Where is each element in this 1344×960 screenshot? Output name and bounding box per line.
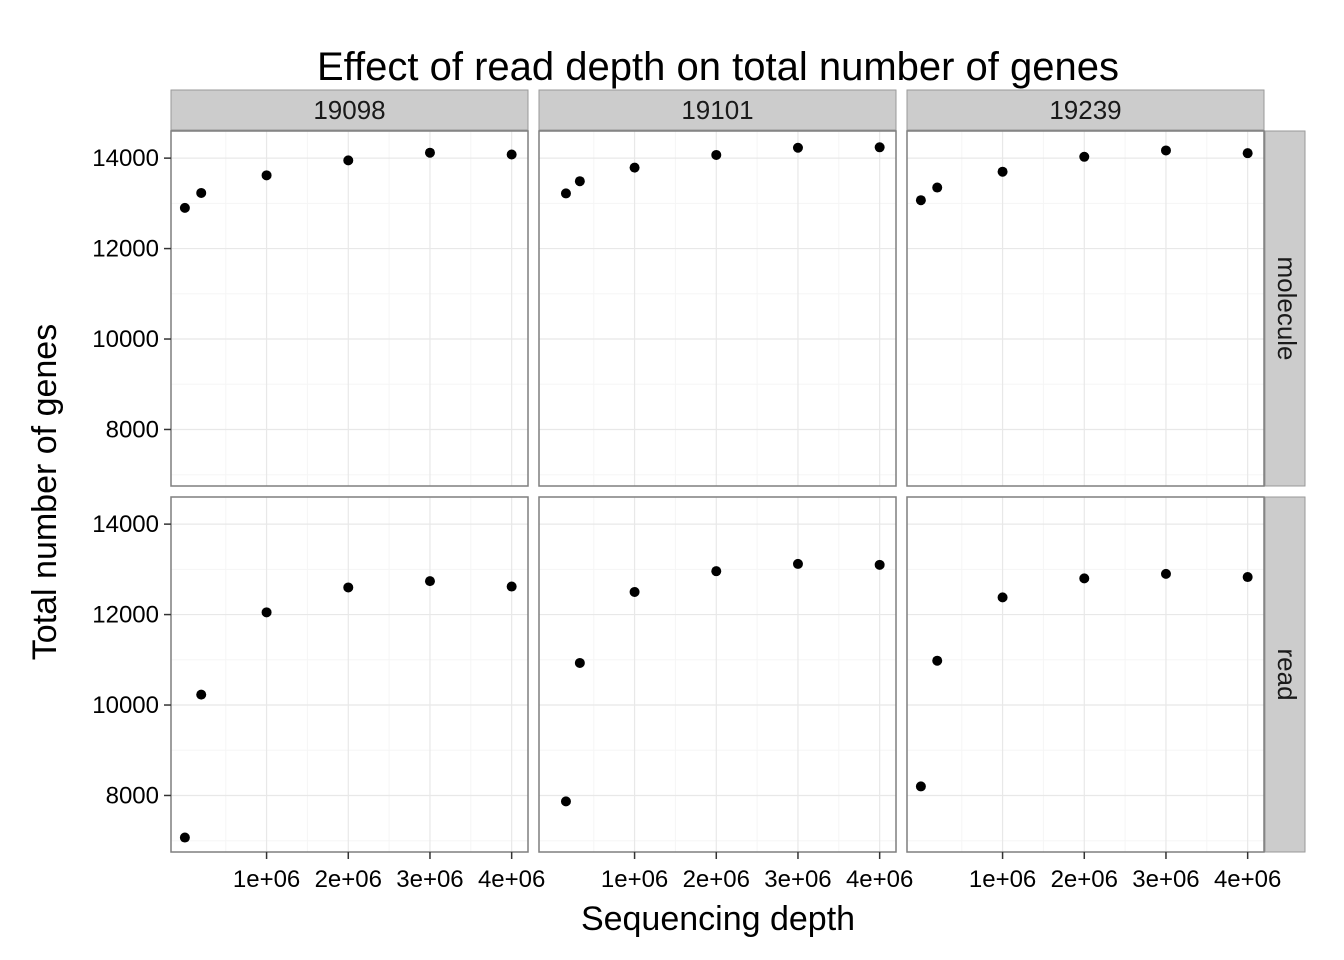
data-point xyxy=(506,581,517,592)
data-point xyxy=(1242,572,1253,583)
y-tick-label: 8000 xyxy=(106,782,159,809)
data-point xyxy=(1242,148,1253,159)
facet-panel xyxy=(170,130,529,487)
y-tick-label: 8000 xyxy=(106,416,159,443)
column-strip-label: 19098 xyxy=(313,95,385,125)
data-point xyxy=(179,832,190,843)
data-point xyxy=(1079,151,1090,162)
y-tick-label: 12000 xyxy=(92,602,159,629)
column-strip-label: 19239 xyxy=(1049,95,1121,125)
x-tick-label: 3e+06 xyxy=(396,866,463,893)
column-strip xyxy=(906,89,1265,131)
panel-background xyxy=(539,497,896,852)
y-tick-label: 12000 xyxy=(92,236,159,263)
data-point xyxy=(1079,573,1090,584)
row-strip xyxy=(1264,496,1306,853)
data-point xyxy=(574,176,585,187)
x-tick-label: 4e+06 xyxy=(1214,866,1281,893)
panel-border xyxy=(170,496,529,853)
x-tick-label: 3e+06 xyxy=(1132,866,1199,893)
facet-panel xyxy=(538,130,897,487)
data-point xyxy=(196,187,207,198)
panel-border xyxy=(170,130,529,487)
data-point xyxy=(261,607,272,618)
y-tick-label: 10000 xyxy=(92,692,159,719)
data-point xyxy=(997,166,1008,177)
data-point xyxy=(792,142,803,153)
data-point xyxy=(915,781,926,792)
data-point xyxy=(574,657,585,668)
data-point xyxy=(343,155,354,166)
y-tick-label: 10000 xyxy=(92,326,159,353)
column-strip-label: 19101 xyxy=(681,95,753,125)
data-point xyxy=(424,576,435,587)
chart-title: Effect of read depth on total number of … xyxy=(317,45,1119,89)
panel-border xyxy=(538,130,897,487)
x-tick-label: 2e+06 xyxy=(1051,866,1118,893)
facet-panel xyxy=(538,496,897,853)
data-point xyxy=(997,592,1008,603)
y-tick-label: 14000 xyxy=(92,511,159,538)
x-tick-label: 1e+06 xyxy=(969,866,1036,893)
panel-background xyxy=(907,131,1264,486)
row-strip xyxy=(1264,130,1306,487)
data-point xyxy=(1160,145,1171,156)
column-strip xyxy=(538,89,897,131)
data-point xyxy=(711,149,722,160)
data-point xyxy=(629,162,640,173)
data-point xyxy=(874,142,885,153)
facet-panel xyxy=(906,496,1265,853)
panel-border xyxy=(538,496,897,853)
data-point xyxy=(424,147,435,158)
x-tick-label: 4e+06 xyxy=(846,866,913,893)
column-strip xyxy=(170,89,529,131)
x-tick-label: 2e+06 xyxy=(683,866,750,893)
y-tick-label: 14000 xyxy=(92,145,159,172)
data-point xyxy=(792,558,803,569)
x-tick-label: 1e+06 xyxy=(233,866,300,893)
panel-background xyxy=(539,131,896,486)
panel-background xyxy=(171,131,528,486)
data-point xyxy=(932,182,943,193)
data-point xyxy=(506,149,517,160)
data-point xyxy=(1160,568,1171,579)
data-point xyxy=(179,202,190,213)
data-point xyxy=(915,195,926,206)
data-point xyxy=(560,188,571,199)
panel-border xyxy=(906,130,1265,487)
data-point xyxy=(711,566,722,577)
data-point xyxy=(560,796,571,807)
x-tick-label: 1e+06 xyxy=(601,866,668,893)
y-axis-title: Total number of genes xyxy=(26,324,64,660)
data-point xyxy=(196,689,207,700)
x-tick-label: 3e+06 xyxy=(764,866,831,893)
panels-layer: 19098 19101 19239 molecule read 8000 10000 1200… xyxy=(92,89,1306,893)
data-point xyxy=(343,582,354,593)
data-point xyxy=(629,586,640,597)
x-tick-label: 2e+06 xyxy=(315,866,382,893)
facet-panel xyxy=(170,496,529,853)
x-axis-title: Sequencing depth xyxy=(581,900,855,938)
data-point xyxy=(874,559,885,570)
facet-panel xyxy=(906,130,1265,487)
data-point xyxy=(932,655,943,666)
row-strip-label: read xyxy=(1272,648,1302,700)
panel-border xyxy=(906,496,1265,853)
panel-background xyxy=(907,497,1264,852)
x-tick-label: 4e+06 xyxy=(478,866,545,893)
row-strip-label: molecule xyxy=(1272,256,1302,360)
data-point xyxy=(261,170,272,181)
panel-background xyxy=(171,497,528,852)
